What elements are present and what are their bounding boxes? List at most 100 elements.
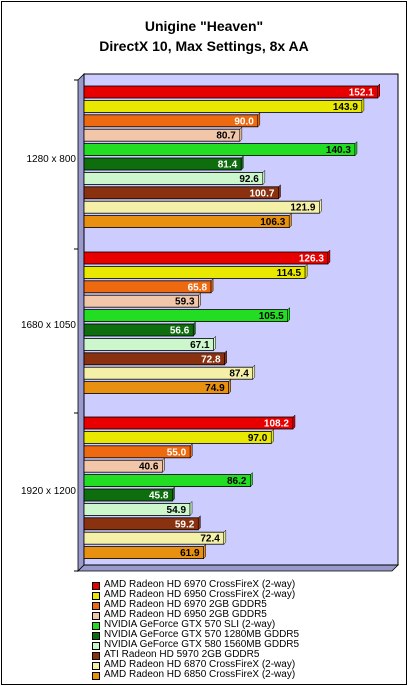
- bar-end-cap: [250, 471, 253, 488]
- bar-end-cap: [198, 292, 201, 308]
- legend-label: AMD Radeon HD 6950 CrossFireX (2-way): [104, 589, 296, 600]
- bar-end-cap: [319, 198, 322, 214]
- bar-end-cap: [262, 169, 266, 186]
- data-label: 61.9: [180, 548, 200, 559]
- data-label: 45.8: [149, 491, 169, 502]
- bar-end-cap: [189, 443, 193, 459]
- bar-end-cap: [228, 378, 231, 395]
- bar-end-cap: [377, 83, 380, 99]
- data-label: 126.3: [299, 254, 324, 265]
- data-label: 108.2: [264, 419, 289, 430]
- data-label-bg: [173, 547, 202, 558]
- data-label: 121.9: [290, 203, 315, 214]
- legend-label: AMD Radeon HD 6850 CrossFireX (2-way): [104, 669, 296, 680]
- data-label: 65.8: [188, 282, 208, 293]
- data-label-bg: [163, 325, 192, 335]
- data-label-bg: [253, 216, 288, 227]
- legend-label: AMD Radeon HD 6870 CrossFireX (2-way): [104, 659, 296, 670]
- data-label: 59.3: [175, 297, 195, 308]
- legend-swatch: [92, 652, 100, 660]
- bar-end-cap: [189, 500, 193, 517]
- data-label: 86.2: [227, 476, 247, 487]
- legend-label: NVIDIA GeForce GTX 570 SLI (2-way): [104, 619, 276, 630]
- legend-label: AMD Radeon HD 6970 CrossFireX (2-way): [104, 579, 296, 590]
- bar-end-cap: [213, 335, 216, 352]
- bar-end-cap: [327, 249, 331, 265]
- bar: [83, 143, 356, 157]
- data-label-bg: [341, 87, 376, 97]
- legend-entry: AMD Radeon HD 6870 CrossFireX (2-way): [90, 660, 390, 670]
- legend-swatch: [92, 632, 100, 640]
- data-label-bg: [220, 475, 249, 486]
- data-label: 152.1: [349, 88, 374, 99]
- bar-end-cap: [257, 112, 261, 128]
- chart-title: Unigine "Heaven": [144, 18, 264, 34]
- legend-swatch: [92, 612, 100, 620]
- data-label-bg: [318, 144, 353, 155]
- bar-end-cap: [278, 184, 281, 200]
- data-label: 72.4: [200, 534, 220, 545]
- legend-swatch: [92, 622, 100, 630]
- data-label-bg: [132, 461, 161, 472]
- bar-end-cap: [239, 126, 243, 142]
- data-label-bg: [222, 368, 251, 379]
- bar-end-cap: [172, 486, 175, 502]
- legend-entry: AMD Radeon HD 6850 CrossFireX (2-way): [90, 670, 390, 680]
- legend-entry: AMD Radeon HD 6950 CrossFireX (2-way): [90, 590, 390, 600]
- data-label: 140.3: [326, 145, 351, 156]
- data-label-bg: [251, 310, 286, 321]
- data-label-bg: [242, 187, 277, 198]
- data-label-bg: [198, 382, 227, 393]
- data-label-bg: [283, 202, 318, 213]
- data-label: 59.2: [175, 519, 195, 530]
- legend-entry: NVIDIA GeForce GTX 580 1560MB GDDR5: [90, 640, 390, 650]
- legend-entry: AMD Radeon HD 6950 2GB GDDR5: [90, 610, 390, 620]
- data-label: 80.7: [216, 131, 236, 142]
- data-label: 114.5: [277, 268, 302, 279]
- data-label: 87.4: [229, 369, 249, 380]
- legend-swatch: [92, 592, 100, 600]
- legend-swatch: [92, 602, 100, 610]
- bar: [83, 85, 379, 99]
- legend-label: ATI Radeon HD 5970 2GB GDDR5: [104, 649, 260, 660]
- data-label-bg: [183, 339, 212, 350]
- data-label-bg: [325, 101, 360, 112]
- data-label-bg: [269, 267, 304, 278]
- data-label: 67.1: [190, 340, 210, 351]
- data-label-bg: [232, 173, 261, 184]
- legend-swatch: [92, 672, 100, 680]
- data-label-bg: [168, 518, 197, 529]
- data-label-bg: [160, 504, 189, 515]
- data-label: 56.6: [170, 326, 190, 337]
- data-label-bg: [211, 159, 240, 169]
- data-label-bg: [256, 418, 291, 428]
- data-label: 81.4: [218, 160, 238, 171]
- data-label-bg: [241, 432, 270, 443]
- category-label: 1280 x 800: [27, 154, 77, 165]
- bar-end-cap: [198, 515, 201, 531]
- data-label: 74.9: [205, 383, 225, 394]
- legend-entry: NVIDIA GeForce GTX 570 SLI (2-way): [90, 620, 390, 630]
- bar-end-cap: [224, 350, 227, 366]
- bar-end-cap: [271, 428, 274, 445]
- legend-entry: NVIDIA GeForce GTX 570 1280MB GDDR5: [90, 630, 390, 640]
- bar-end-cap: [203, 543, 206, 560]
- plot-depth-wall: [77, 73, 85, 572]
- legend-entry: AMD Radeon HD 6970 CrossFireX (2-way): [90, 580, 390, 590]
- legend-label: NVIDIA GeForce GTX 580 1560MB GDDR5: [104, 639, 300, 650]
- category-label: 1680 x 1050: [21, 320, 76, 331]
- bar-end-cap: [223, 529, 227, 545]
- legend-swatch: [92, 642, 100, 650]
- bar-end-cap: [252, 364, 256, 380]
- legend-swatch: [92, 582, 100, 590]
- data-label: 72.8: [201, 354, 221, 365]
- data-label: 100.7: [249, 188, 274, 199]
- data-label-bg: [194, 353, 223, 364]
- bar: [83, 251, 329, 265]
- bar-end-cap: [287, 306, 290, 323]
- bar-end-cap: [162, 457, 165, 473]
- data-label-bg: [227, 115, 256, 126]
- data-label: 90.0: [234, 116, 254, 127]
